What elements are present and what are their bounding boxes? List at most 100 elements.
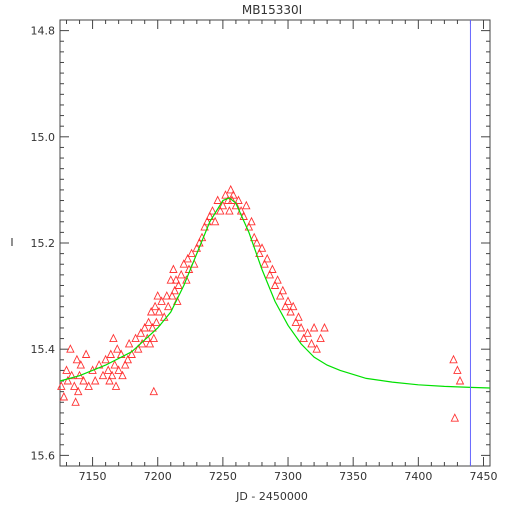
data-point [72, 354, 82, 364]
data-point [179, 259, 189, 268]
x-tick-label: 7350 [339, 470, 367, 483]
data-point [252, 237, 262, 247]
data-point [174, 280, 183, 289]
data-point [152, 317, 161, 327]
data-point [216, 206, 225, 215]
data-point [299, 333, 308, 343]
data-point [312, 344, 321, 353]
data-point [202, 216, 212, 226]
data-point [62, 365, 71, 374]
data-point [170, 285, 179, 295]
data-point [257, 243, 267, 252]
data-point [153, 291, 162, 300]
data-point [231, 200, 241, 210]
x-tick-label: 7300 [274, 470, 302, 483]
data-point [120, 360, 130, 369]
data-point [169, 264, 178, 273]
data-point [225, 206, 234, 215]
x-tick-label: 7400 [404, 470, 432, 483]
y-tick-label: 15.2 [31, 237, 56, 250]
data-point [278, 285, 288, 295]
data-point [221, 190, 230, 199]
data-point [106, 349, 116, 358]
data-point [79, 375, 88, 385]
data-point [307, 338, 316, 348]
data-point [247, 216, 256, 226]
data-point [288, 301, 298, 311]
data-point [57, 381, 66, 390]
data-point [281, 301, 290, 311]
plot-area [57, 20, 491, 466]
data-point [103, 365, 113, 374]
data-point [455, 375, 465, 385]
data-point [244, 222, 254, 231]
data-point [234, 195, 243, 204]
data-point [111, 381, 121, 390]
data-point [249, 232, 259, 242]
data-point [227, 195, 237, 204]
data-point [163, 301, 173, 311]
data-point [107, 370, 117, 380]
data-point [316, 333, 325, 343]
x-tick-label: 7200 [144, 470, 172, 483]
data-point [449, 354, 458, 364]
data-point [113, 344, 122, 353]
data-point [291, 317, 301, 327]
data-point [133, 344, 143, 353]
data-point [173, 296, 182, 305]
data-point [166, 275, 176, 284]
data-point [110, 360, 119, 369]
x-axis-label: JD - 2450000 [235, 490, 308, 503]
data-point [123, 354, 133, 364]
data-point [149, 333, 159, 343]
y-tick-label: 14.8 [31, 25, 56, 38]
data-point [226, 184, 235, 194]
data-point [273, 275, 282, 284]
plot-frame [59, 19, 491, 467]
data-point [73, 386, 83, 396]
data-point [63, 375, 73, 385]
data-point [182, 275, 191, 284]
data-point [260, 259, 269, 268]
data-point [255, 248, 264, 258]
data-point [162, 291, 172, 300]
data-point [213, 195, 222, 204]
data-point [101, 354, 110, 364]
data-point [265, 269, 275, 279]
data-point [81, 349, 91, 358]
data-point [148, 322, 157, 332]
data-point [208, 206, 217, 215]
data-point [183, 253, 192, 263]
data-point [187, 248, 196, 258]
chart-title: MB15330I [242, 3, 302, 17]
data-point [450, 413, 460, 422]
data-point [242, 200, 251, 210]
y-tick-label: 15.0 [31, 131, 56, 144]
data-point [118, 370, 127, 380]
data-point [268, 264, 277, 273]
data-point [210, 216, 220, 226]
data-point [84, 381, 93, 390]
data-point [109, 333, 118, 343]
model-curve [59, 197, 491, 389]
data-point [146, 306, 156, 316]
data-point [270, 280, 280, 289]
data-point [218, 200, 228, 210]
data-point [320, 322, 329, 332]
data-point [143, 333, 152, 343]
data-point [229, 190, 238, 199]
axes: 7150 7200 7250 7300 7350 7400 7450 14.8 15.0 15.2… [31, 19, 497, 483]
data-point [90, 375, 100, 385]
data-point [140, 322, 149, 332]
data-point [124, 338, 134, 348]
data-point [154, 306, 164, 316]
data-point [157, 296, 166, 305]
data-point [66, 344, 75, 353]
data-point [303, 328, 312, 337]
data-point [294, 312, 303, 321]
data-point [286, 306, 295, 316]
data-point [70, 381, 79, 390]
data-point [131, 333, 140, 343]
data-point [114, 365, 123, 374]
